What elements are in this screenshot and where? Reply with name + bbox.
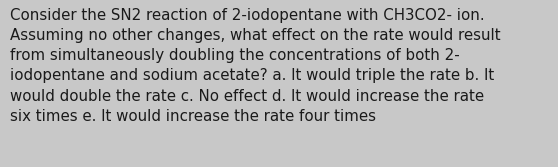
Text: Consider the SN2 reaction of 2-iodopentane with CH3CO2- ion.
Assuming no other c: Consider the SN2 reaction of 2-iodopenta… [10, 8, 501, 124]
